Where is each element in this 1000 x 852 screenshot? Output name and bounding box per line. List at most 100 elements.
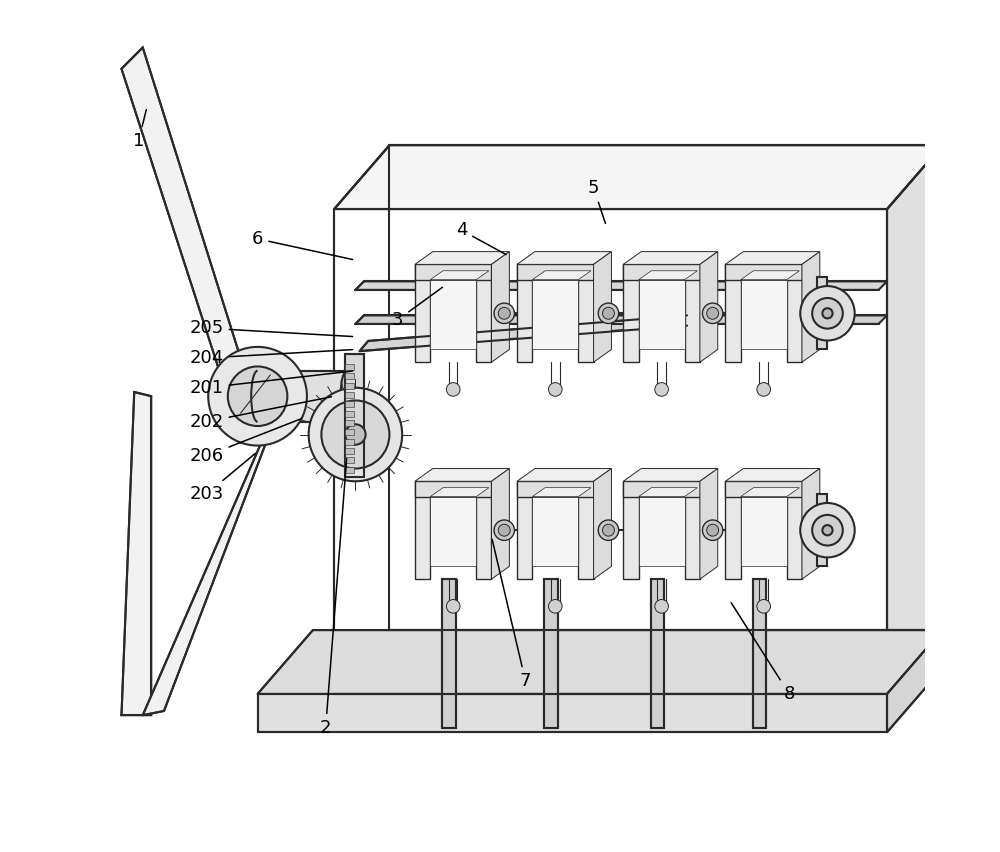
Text: 4: 4 — [456, 222, 506, 255]
Circle shape — [598, 303, 619, 324]
Polygon shape — [415, 251, 509, 264]
Circle shape — [548, 383, 562, 396]
Polygon shape — [887, 146, 942, 694]
Text: 2: 2 — [320, 458, 347, 737]
Polygon shape — [623, 481, 700, 497]
Polygon shape — [639, 271, 697, 279]
Circle shape — [602, 308, 614, 320]
Circle shape — [812, 298, 843, 329]
Circle shape — [548, 600, 562, 613]
Polygon shape — [594, 251, 611, 362]
Polygon shape — [121, 392, 151, 715]
Polygon shape — [623, 469, 718, 481]
Text: 3: 3 — [392, 287, 442, 329]
Polygon shape — [639, 487, 697, 497]
Circle shape — [702, 303, 723, 324]
Circle shape — [446, 383, 460, 396]
Polygon shape — [725, 481, 802, 497]
Ellipse shape — [341, 371, 353, 422]
Polygon shape — [476, 481, 491, 579]
Circle shape — [598, 520, 619, 540]
Polygon shape — [532, 497, 578, 567]
Polygon shape — [143, 409, 279, 715]
Polygon shape — [345, 354, 364, 477]
Polygon shape — [817, 277, 827, 349]
Polygon shape — [623, 264, 700, 279]
Polygon shape — [623, 481, 639, 579]
Polygon shape — [415, 481, 430, 579]
Circle shape — [812, 515, 843, 545]
Polygon shape — [725, 481, 741, 579]
Circle shape — [757, 383, 770, 396]
Polygon shape — [476, 264, 491, 362]
Text: 202: 202 — [189, 397, 331, 431]
Polygon shape — [741, 279, 787, 349]
Polygon shape — [355, 315, 887, 324]
Polygon shape — [258, 694, 887, 732]
Polygon shape — [415, 264, 491, 279]
Polygon shape — [430, 497, 476, 567]
Polygon shape — [121, 48, 241, 371]
Polygon shape — [430, 279, 476, 349]
Polygon shape — [345, 373, 354, 379]
Polygon shape — [787, 264, 802, 362]
Circle shape — [655, 600, 668, 613]
Polygon shape — [725, 264, 802, 279]
Polygon shape — [360, 315, 687, 351]
Polygon shape — [532, 487, 591, 497]
Polygon shape — [345, 439, 354, 445]
Text: 6: 6 — [252, 230, 353, 260]
Circle shape — [228, 366, 287, 426]
Polygon shape — [685, 264, 700, 362]
Circle shape — [309, 388, 402, 481]
Polygon shape — [517, 469, 611, 481]
Polygon shape — [355, 281, 887, 290]
Polygon shape — [725, 264, 741, 362]
Polygon shape — [345, 383, 354, 389]
Polygon shape — [787, 481, 802, 579]
Circle shape — [800, 286, 855, 341]
Text: 205: 205 — [189, 320, 353, 337]
Polygon shape — [544, 579, 558, 728]
Polygon shape — [345, 411, 354, 417]
Polygon shape — [517, 481, 594, 497]
Circle shape — [800, 503, 855, 557]
Polygon shape — [817, 494, 827, 567]
Text: 5: 5 — [588, 179, 605, 223]
Polygon shape — [517, 264, 532, 362]
Circle shape — [498, 524, 510, 536]
Polygon shape — [345, 401, 354, 407]
Circle shape — [707, 308, 719, 320]
Circle shape — [655, 383, 668, 396]
Circle shape — [602, 524, 614, 536]
Text: 7: 7 — [492, 539, 531, 690]
Polygon shape — [802, 469, 820, 579]
Polygon shape — [258, 371, 347, 422]
Polygon shape — [345, 429, 354, 435]
Polygon shape — [741, 487, 799, 497]
Text: 8: 8 — [731, 602, 795, 703]
Polygon shape — [725, 469, 820, 481]
Polygon shape — [442, 579, 456, 728]
Circle shape — [494, 520, 514, 540]
Polygon shape — [578, 264, 594, 362]
Polygon shape — [594, 469, 611, 579]
Polygon shape — [517, 481, 532, 579]
Polygon shape — [887, 630, 942, 732]
Polygon shape — [415, 469, 509, 481]
Circle shape — [321, 400, 389, 469]
Polygon shape — [639, 279, 685, 349]
Polygon shape — [517, 264, 594, 279]
Polygon shape — [802, 251, 820, 362]
Circle shape — [208, 347, 307, 446]
Text: 201: 201 — [189, 371, 353, 397]
Polygon shape — [345, 458, 354, 463]
Polygon shape — [753, 579, 766, 728]
Polygon shape — [741, 497, 787, 567]
Circle shape — [757, 600, 770, 613]
Polygon shape — [415, 264, 430, 362]
Circle shape — [702, 520, 723, 540]
Polygon shape — [430, 271, 489, 279]
Circle shape — [498, 308, 510, 320]
Polygon shape — [345, 364, 354, 370]
